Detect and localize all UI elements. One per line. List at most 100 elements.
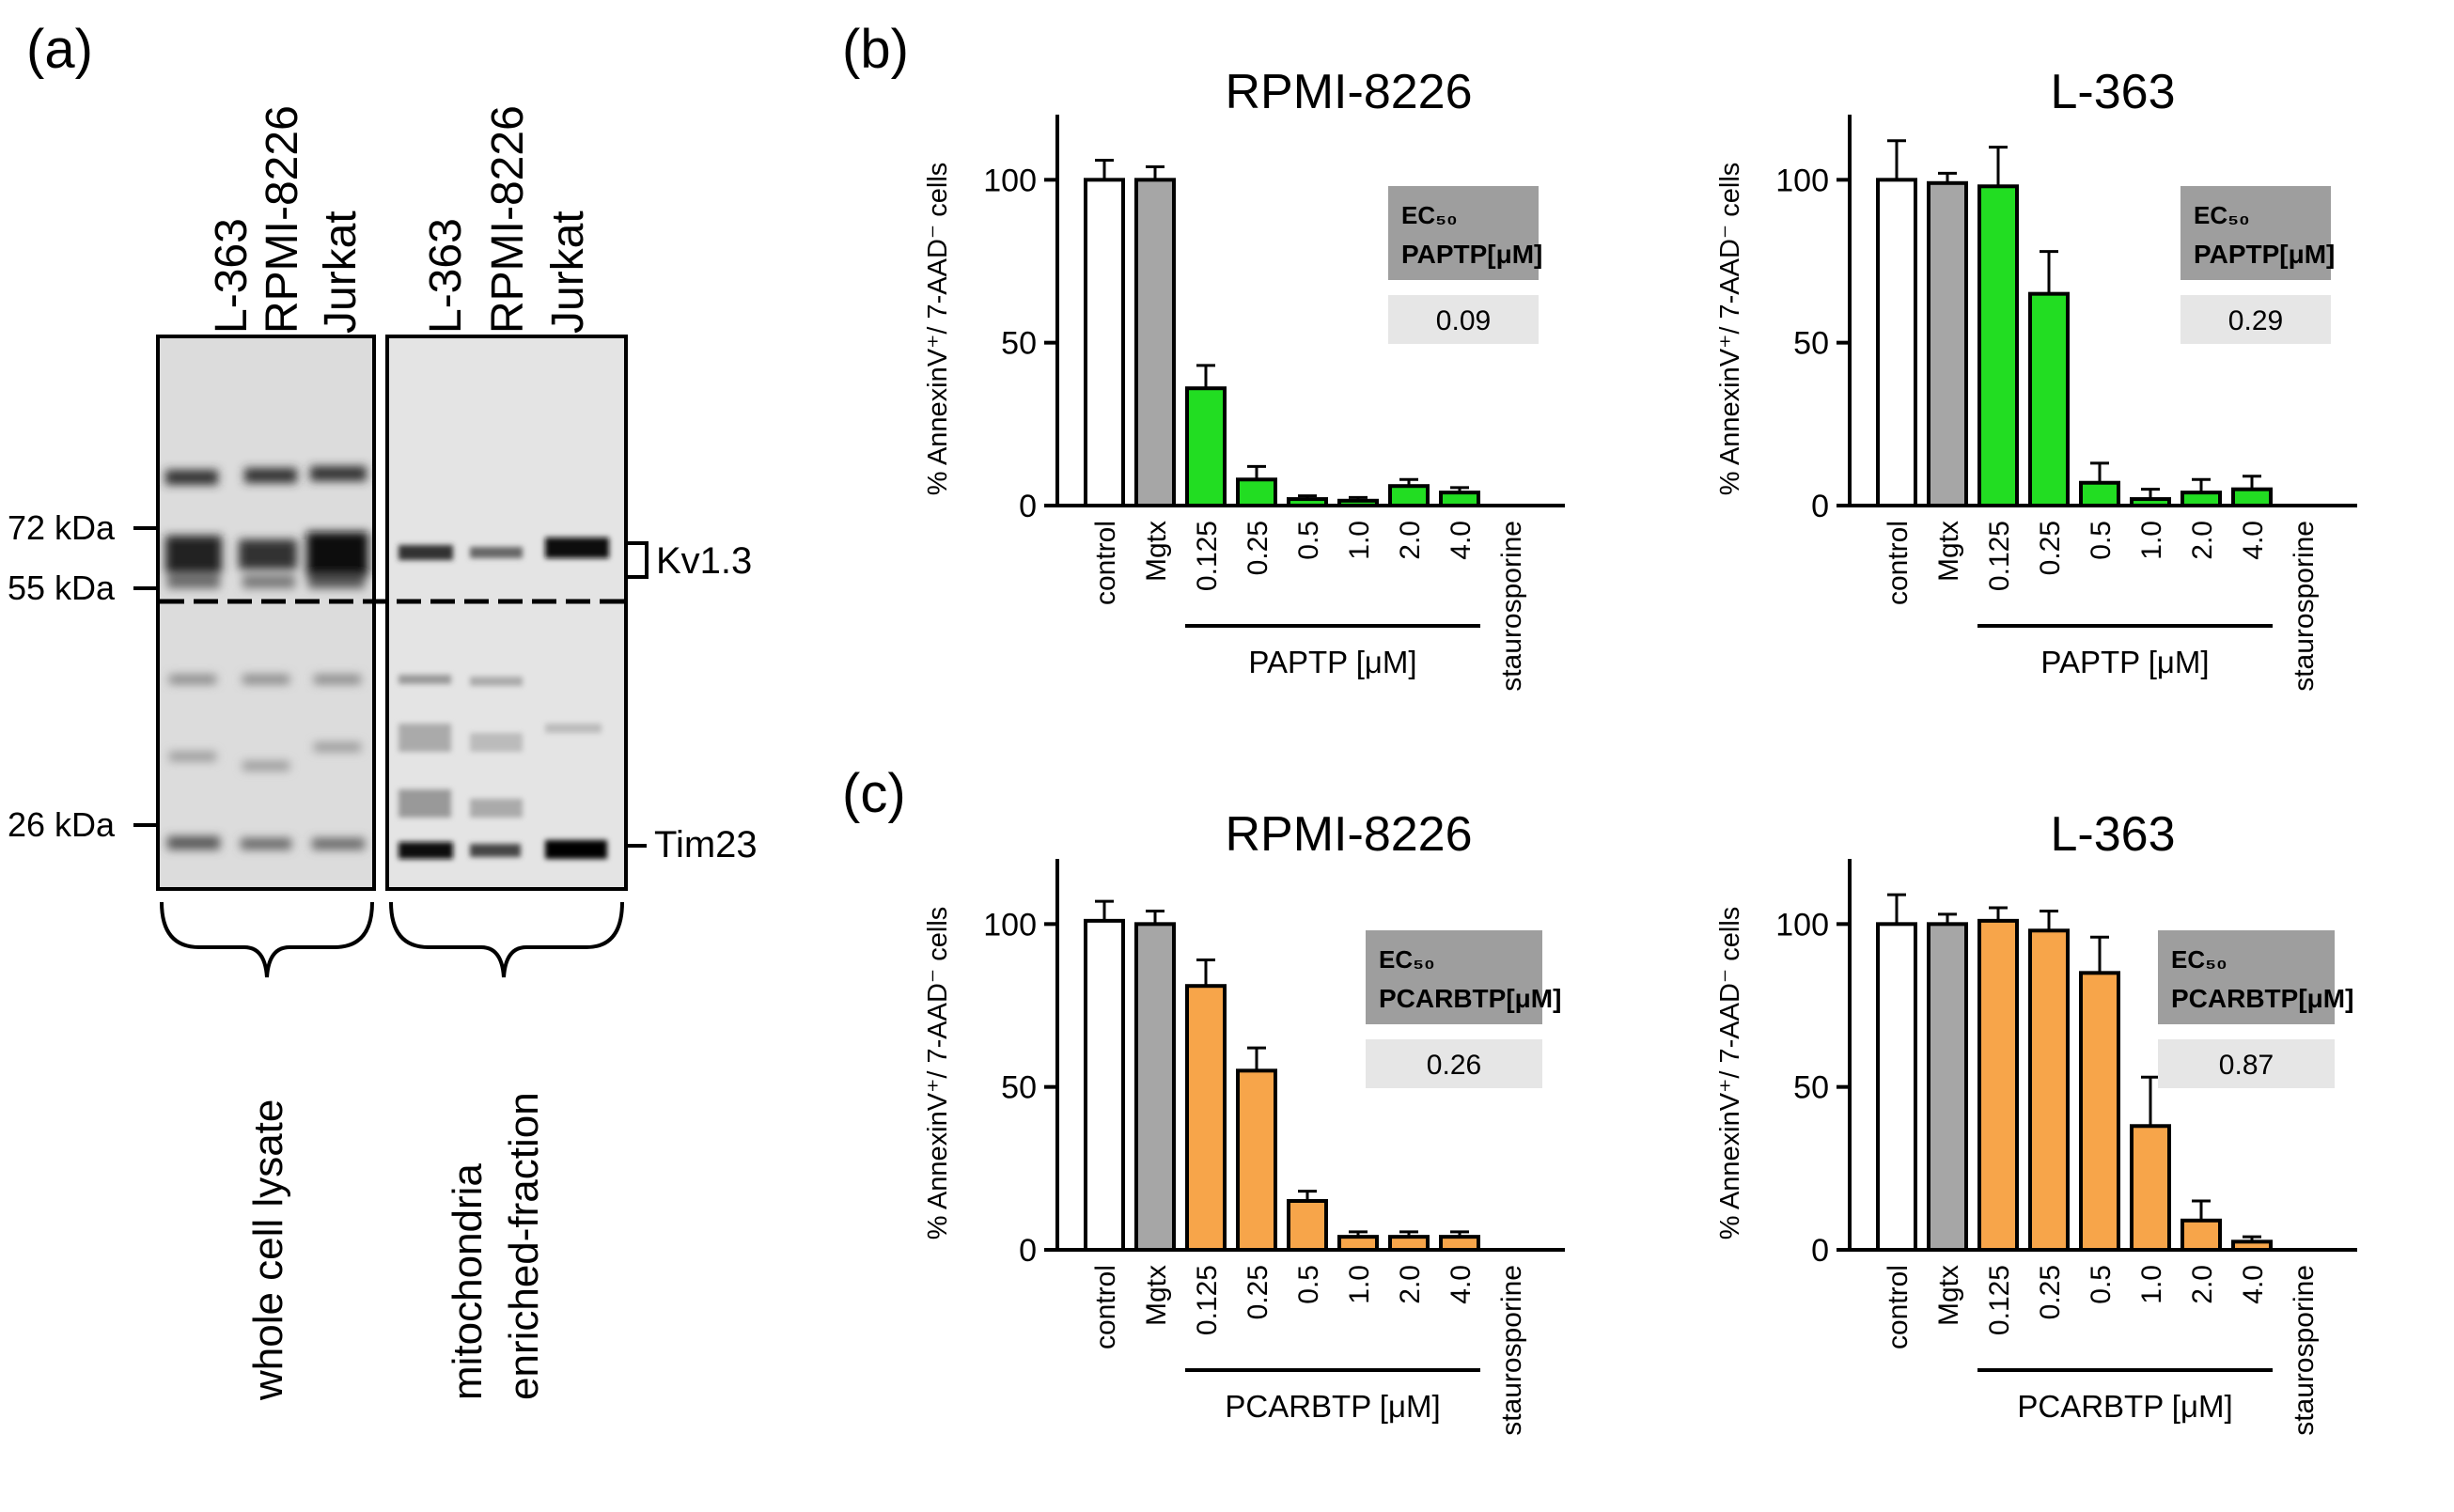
group-braces <box>160 901 624 978</box>
x-tick-label: 1.0 <box>2136 1265 2167 1304</box>
bar <box>1977 918 2019 1252</box>
chart-title: RPMI-8226 <box>1226 807 1473 862</box>
y-axis-label: % AnnexinV⁺/ 7-AAD⁻ cells <box>923 907 953 1240</box>
x-tick-label: 0.25 <box>1243 1265 1274 1319</box>
bar <box>2231 487 2273 508</box>
y-tick-label: 50 <box>1793 326 1829 362</box>
bar <box>1439 491 1480 508</box>
bar <box>1388 484 1430 508</box>
x-tick-label: Mgtx <box>1933 521 1964 582</box>
x-tick-label: 0.125 <box>1984 1265 2015 1335</box>
lane-label-l363-right: L-363 <box>421 218 471 334</box>
chart-title: L-363 <box>2051 65 2176 119</box>
ec50-value-box <box>1388 295 1539 344</box>
bar <box>1927 922 1968 1252</box>
ec50-header-box <box>2180 186 2331 280</box>
x-tick-label: 2.0 <box>2187 521 2218 560</box>
y-axis-label: % AnnexinV⁺/ 7-AAD⁻ cells <box>1715 163 1745 496</box>
ec50-value-box <box>2158 1039 2335 1088</box>
marker-26: 26 kDa <box>8 805 116 844</box>
panel-label-c: (c) <box>842 763 906 824</box>
y-axis-label: % AnnexinV⁺/ 7-AAD⁻ cells <box>923 163 953 496</box>
ec50-header-box <box>2158 930 2335 1024</box>
bar <box>1185 984 1227 1252</box>
x-tick-label: 2.0 <box>1395 521 1426 560</box>
y-tick-label: 0 <box>1019 1233 1037 1269</box>
x-tick-label: 2.0 <box>2187 1265 2218 1304</box>
mw-markers: 72 kDa 55 kDa 26 kDa <box>8 508 158 844</box>
x-tick-label: 2.0 <box>1395 1265 1426 1304</box>
ec50-header-line2: PCARBTP[μM] <box>2171 984 2353 1013</box>
blot-membrane-right <box>385 335 628 891</box>
blot-membrane-left <box>156 335 376 891</box>
bar <box>1337 498 1379 507</box>
y-tick-label: 100 <box>1775 163 1829 198</box>
y-tick-label: 0 <box>1019 489 1037 524</box>
group-label-mito-2: enriched-fraction <box>501 1092 547 1400</box>
bar <box>1876 178 1917 507</box>
chart-title: L-363 <box>2051 807 2176 862</box>
ec50-header-line1: EC₅₀ <box>2171 945 2227 974</box>
bar <box>1134 922 1176 1252</box>
bar <box>1337 1235 1379 1252</box>
band-label-kv13: Kv1.3 <box>656 540 752 582</box>
group-label: PCARBTP [μM] <box>1225 1389 1440 1424</box>
bar <box>2231 1239 2273 1253</box>
ec50-value: 0.26 <box>1427 1050 1481 1081</box>
panel-label-a: (a) <box>26 19 93 80</box>
chart-c-l363: L-363 % AnnexinV⁺/ 7-AAD⁻ cells 0 50 100 cont… <box>1715 807 2357 1436</box>
x-tick-label: 0.125 <box>1192 521 1223 591</box>
x-tick-label: 4.0 <box>2238 521 2269 560</box>
ec50-value-box <box>2180 295 2331 344</box>
x-tick-label: 0.25 <box>1243 521 1274 575</box>
lane-label-rpmi-left: RPMI-8226 <box>258 105 307 334</box>
y-tick-label: 0 <box>1811 489 1829 524</box>
y-tick-label: 100 <box>1775 907 1829 943</box>
x-tick-label: 0.5 <box>1293 521 1324 560</box>
x-tick-label: Mgtx <box>1141 521 1172 582</box>
x-tick-label: staurosporine <box>1496 1265 1527 1436</box>
x-tick-label: 4.0 <box>1446 521 1477 560</box>
x-tick-label: 1.0 <box>2136 521 2167 560</box>
chart-b-rpmi: RPMI-8226 % AnnexinV⁺/ 7-AAD⁻ cells 0 50 100… <box>923 65 1565 692</box>
ec50-value: 0.29 <box>2228 305 2283 336</box>
bar <box>1236 1068 1277 1253</box>
bar <box>2180 1218 2222 1253</box>
group-label: PCARBTP [μM] <box>2017 1389 2232 1424</box>
y-tick-label: 0 <box>1811 1233 1829 1269</box>
marker-72: 72 kDa <box>8 508 116 547</box>
ec50-value: 0.87 <box>2219 1050 2274 1081</box>
lane-label-l363-left: L-363 <box>207 218 257 334</box>
ec50-header-line1: EC₅₀ <box>1379 945 1435 974</box>
x-tick-label: 0.25 <box>2035 1265 2066 1319</box>
bar <box>1134 178 1176 507</box>
bar <box>1977 184 2019 507</box>
bar <box>1287 1199 1328 1252</box>
band-labels: Kv1.3 Tim23 <box>626 540 758 865</box>
x-tick-label: control <box>1090 1265 1121 1349</box>
ec50-header-line2: PCARBTP[μM] <box>1379 984 1561 1013</box>
x-tick-label: staurosporine <box>2289 521 2320 692</box>
group-label-whole-cell: whole cell lysate <box>245 1099 291 1401</box>
bar <box>2079 480 2120 508</box>
x-tick-label: 0.125 <box>1984 521 2015 591</box>
bar <box>1084 178 1125 507</box>
band-label-tim23: Tim23 <box>654 824 758 865</box>
bar <box>2079 971 2120 1253</box>
ec50-value: 0.09 <box>1436 305 1491 336</box>
x-tick-label: 1.0 <box>1344 1265 1375 1304</box>
x-tick-label: Mgtx <box>1141 1265 1172 1326</box>
ec50-header-line1: EC₅₀ <box>2194 201 2250 229</box>
x-tick-label: staurosporine <box>2289 1265 2320 1436</box>
lane-label-jurkat-right: Jurkat <box>543 210 593 334</box>
bar <box>2028 928 2070 1252</box>
x-tick-label: staurosporine <box>1496 521 1527 692</box>
x-tick-label: 0.5 <box>2086 521 2117 560</box>
y-axis-label: % AnnexinV⁺/ 7-AAD⁻ cells <box>1715 907 1745 1240</box>
blot-lane-labels: L-363 RPMI-8226 Jurkat L-363 RPMI-8226 J… <box>207 105 593 334</box>
x-tick-label: 0.25 <box>2035 521 2066 575</box>
x-tick-label: 0.5 <box>2086 1265 2117 1304</box>
marker-55: 55 kDa <box>8 569 116 607</box>
panel-label-b: (b) <box>842 19 909 80</box>
group-label: PAPTP [μM] <box>2040 645 2209 679</box>
